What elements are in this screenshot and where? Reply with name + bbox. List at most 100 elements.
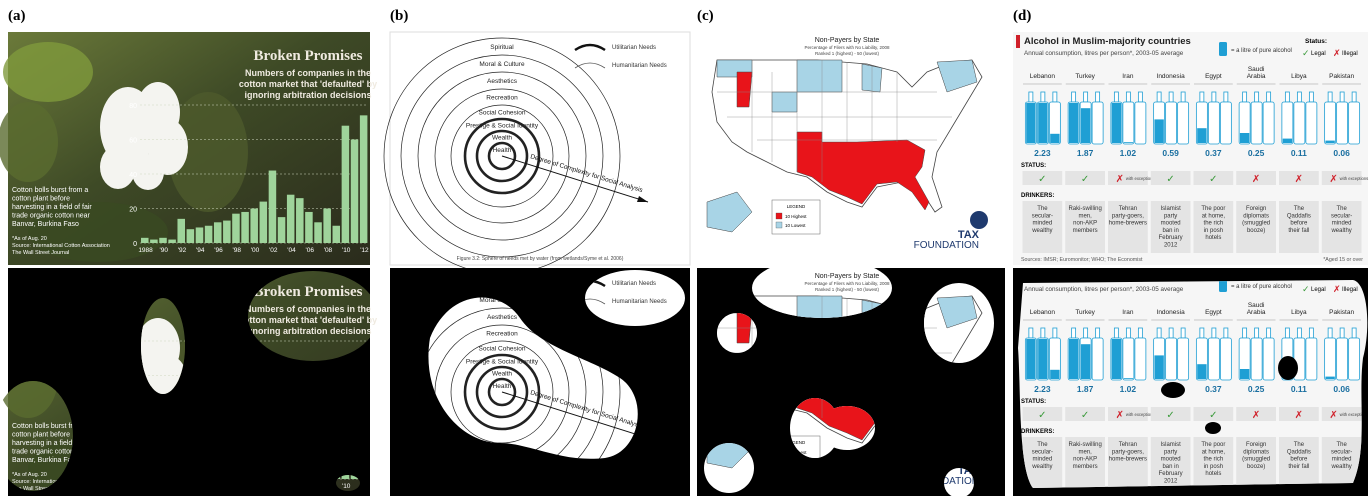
- status-cell: [1193, 171, 1234, 185]
- map-subtitle: Percentage of Filers with No Liability, …: [805, 45, 890, 50]
- bottle-fill: [1325, 140, 1335, 143]
- drinkers-text: before: [1290, 457, 1308, 463]
- bottle-body: [1177, 101, 1190, 145]
- chart-subtitle: ignoring arbitration decisions: [244, 326, 371, 336]
- chart-subtitle: Annual consumption, litres per person*, …: [1024, 50, 1184, 57]
- bottle-body: [1305, 337, 1318, 381]
- panel-original: Spiritual Moral & Culture Aesthetics Recrea…: [383, 31, 691, 275]
- bottle-neck: [1199, 91, 1205, 103]
- drinkers-cell: [1108, 201, 1148, 253]
- chart-title: Broken Promises: [253, 284, 362, 300]
- legend-swatch: [775, 212, 783, 220]
- value-label: 2.23: [1034, 384, 1051, 394]
- bottle-neck: [1052, 91, 1058, 103]
- bar: [359, 115, 368, 243]
- drinkers-text: the rich: [1204, 221, 1224, 227]
- bottle-neck: [1254, 91, 1260, 103]
- bottle-neck: [1156, 327, 1162, 339]
- drinkers-text: Foreign: [1246, 442, 1266, 448]
- bottle-fill: [1239, 133, 1250, 143]
- bottle-neck: [1125, 91, 1131, 103]
- chart-subtitle: Numbers of companies in the: [245, 304, 371, 314]
- drinkers-text: secular-: [1032, 449, 1053, 455]
- map-title: Non-Payers by State: [815, 273, 880, 280]
- panel-background: [389, 31, 691, 266]
- bottle-body: [1177, 337, 1190, 381]
- ring-label: Social Cohesion: [479, 110, 526, 117]
- bar: [305, 211, 313, 243]
- photo-caption: cotton plant before: [12, 432, 70, 439]
- x-tick-label: '08: [324, 247, 333, 254]
- bottle-body: [1293, 101, 1306, 145]
- status-mark: ✗: [1116, 410, 1124, 421]
- drinkers-text: non-AKP: [1073, 221, 1097, 227]
- ring: [487, 377, 517, 407]
- source-note: The Wall Street Journal: [12, 486, 69, 492]
- bar: [186, 229, 195, 243]
- country-label: Indonesia: [1157, 73, 1186, 80]
- drinkers-text: diplomats: [1243, 213, 1269, 219]
- status-mark: ✓: [1081, 174, 1089, 185]
- drinkers-text: wealthy: [1330, 464, 1351, 470]
- bottle-neck: [1308, 91, 1314, 103]
- drinkers-text: minded: [1033, 221, 1053, 227]
- status-cell: [1150, 171, 1191, 185]
- bar: [259, 201, 268, 243]
- status-cell: [1150, 407, 1191, 421]
- legend-arc: [574, 62, 606, 69]
- drinkers-cell: [1236, 437, 1276, 488]
- bottle-body: [1262, 337, 1275, 381]
- bottle-neck: [1071, 327, 1077, 339]
- bottle-neck: [1168, 91, 1174, 103]
- status-mark: ✗: [1116, 174, 1124, 185]
- ring: [475, 365, 529, 419]
- bar: [141, 237, 149, 243]
- bottle-body: [1122, 337, 1135, 381]
- legend-label: 10 Lowest: [785, 223, 806, 228]
- drinkers-cell: [1065, 437, 1105, 488]
- value-label: 2.23: [1034, 148, 1051, 158]
- drinkers-text: members: [1073, 228, 1098, 234]
- drinkers-text: members: [1073, 464, 1098, 470]
- state-lowest: [771, 91, 798, 113]
- legend-label: 10 Highest: [785, 214, 807, 219]
- ring: [487, 141, 517, 171]
- bottle-neck: [1211, 91, 1217, 103]
- ring-label: Wealth: [492, 135, 512, 142]
- alaska: [706, 191, 753, 233]
- bottle-fill: [1154, 119, 1164, 143]
- drinkers-text: Islamist: [1160, 442, 1181, 448]
- drinkers-text: hotels: [1205, 471, 1221, 477]
- value-label: 1.87: [1077, 384, 1094, 394]
- ring-label: Social Cohesion: [479, 346, 526, 353]
- bottle-neck: [1211, 327, 1217, 339]
- status-mark: ✓: [1166, 410, 1174, 421]
- drinkers-cell: [1150, 201, 1191, 253]
- ring: [475, 129, 529, 183]
- ring: [450, 340, 554, 444]
- country-label: Pakistan: [1329, 73, 1354, 80]
- country-label: Arabia: [1247, 73, 1266, 80]
- chart-subtitle: cotton market that 'defaulted' by: [239, 79, 377, 89]
- drinkers-cell: [1193, 437, 1234, 488]
- illegal-label: Illegal: [1342, 287, 1358, 293]
- row-label: STATUS:: [1021, 163, 1046, 169]
- drinkers-text: party: [1164, 213, 1177, 219]
- drinkers-text: home-brewers: [1109, 221, 1147, 227]
- value-label: 1.87: [1077, 148, 1094, 158]
- ring-label: Recreation: [486, 95, 518, 102]
- bottle-neck: [1156, 91, 1162, 103]
- country-label: Turkey: [1075, 309, 1095, 316]
- state-lowest: [936, 295, 978, 329]
- panel-original: Alcohol in Muslim-majority countries Annu…: [1013, 32, 1368, 265]
- value-label: 0.11: [1291, 384, 1307, 394]
- bottle-neck: [1180, 327, 1186, 339]
- drinkers-text: in posh: [1204, 228, 1223, 234]
- bottle-fill: [1050, 369, 1060, 379]
- bottle-body: [1207, 337, 1220, 381]
- bottle-body: [1165, 101, 1178, 145]
- drinkers-text: ban in: [1162, 464, 1178, 470]
- drinkers-cell: [1108, 437, 1148, 488]
- panel-label: (d): [1013, 8, 1031, 24]
